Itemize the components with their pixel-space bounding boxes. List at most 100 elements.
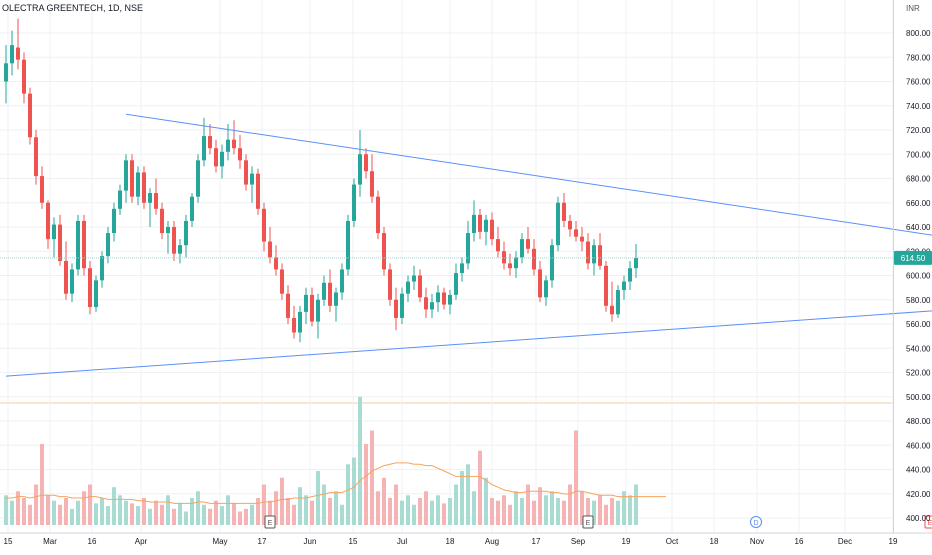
volume-bar (190, 498, 194, 525)
volume-bar (304, 495, 308, 525)
candle-body (64, 261, 68, 294)
time-tick-label: Jul (397, 537, 407, 546)
candle-body (484, 220, 488, 232)
candle-body (298, 312, 302, 333)
candle-body (628, 268, 632, 281)
time-tick-label: Aug (485, 537, 499, 546)
volume-bar (634, 485, 638, 526)
candle-body (76, 221, 80, 270)
candle-body (322, 283, 326, 300)
volume-bar (490, 498, 494, 525)
candle-body (460, 263, 464, 273)
volume-bar (502, 495, 506, 525)
volume-bar (610, 498, 614, 525)
candle-body (130, 160, 134, 196)
candle-body (124, 160, 128, 190)
candle-body (568, 221, 572, 229)
candle-body (478, 215, 482, 232)
volume-bar (166, 495, 170, 525)
time-tick-label: 15 (349, 537, 358, 546)
candle-body (310, 295, 314, 322)
volume-bar (226, 495, 230, 525)
candle-body (154, 193, 158, 209)
volume-bar (550, 491, 554, 525)
candle-body (490, 220, 494, 239)
candle-body (418, 276, 422, 298)
volume-bar (178, 503, 182, 525)
price-tick-label: 720.00 (906, 126, 931, 135)
volume-bar (112, 487, 116, 525)
candle-body (184, 221, 188, 245)
volume-bar (406, 495, 410, 525)
candle-body (352, 185, 356, 221)
candle-body (388, 269, 392, 299)
volume-bar (22, 498, 26, 525)
volume-bar (52, 501, 56, 525)
price-tick-label: 440.00 (906, 466, 931, 475)
volume-bar (538, 487, 542, 525)
price-tick-label: 500.00 (906, 393, 931, 402)
volume-bar (556, 498, 560, 525)
volume-bar (172, 509, 176, 525)
candle-body (334, 292, 338, 305)
candle-body (364, 154, 368, 171)
price-tick-label: 680.00 (906, 175, 931, 184)
candle-body (496, 239, 500, 251)
volume-bar (520, 498, 524, 525)
price-tick-label: 600.00 (906, 272, 931, 281)
candle-body (574, 229, 578, 236)
candle-body (412, 276, 416, 282)
volume-bar (58, 505, 62, 525)
volume-bar (214, 501, 218, 525)
price-tick-label: 740.00 (906, 102, 931, 111)
volume-bar (496, 501, 500, 525)
candle-body (538, 269, 542, 297)
price-tick-label: 520.00 (906, 369, 931, 378)
volume-bar (382, 478, 386, 525)
volume-bar (616, 501, 620, 525)
candle-body (94, 280, 98, 307)
time-tick-label: 16 (88, 537, 97, 546)
candle-body (250, 174, 254, 185)
candle-body (580, 237, 584, 242)
candle-body (622, 282, 626, 290)
volume-bar (568, 485, 572, 526)
volume-bar (418, 498, 422, 525)
volume-bar (352, 458, 356, 526)
volume-bar (202, 505, 206, 525)
volume-bar (124, 501, 128, 525)
volume-bar (466, 464, 470, 525)
candle-body (448, 295, 452, 305)
candle-body (586, 242, 590, 264)
candle-body (46, 203, 50, 239)
volume-bar (358, 397, 362, 525)
volume-bar (574, 431, 578, 526)
time-tick-label: 19 (622, 537, 631, 546)
candle-body (340, 269, 344, 292)
time-tick-label: 16 (795, 537, 804, 546)
volume-bar (388, 498, 392, 525)
symbol-title[interactable]: OLECTRA GREENTECH, 1D, NSE (2, 3, 143, 13)
candle-body (196, 160, 200, 196)
volume-bar (562, 501, 566, 525)
volume-bar (370, 431, 374, 526)
price-tick-label: 640.00 (906, 223, 931, 232)
candle-body (526, 239, 530, 249)
time-tick-label: 18 (710, 537, 719, 546)
price-tick-label: 700.00 (906, 150, 931, 159)
candle-body (520, 239, 524, 257)
time-tick-label: Oct (666, 537, 679, 546)
volume-bar (94, 503, 98, 525)
candle-body (40, 176, 44, 203)
volume-bar (448, 498, 452, 525)
candle-body (304, 295, 308, 312)
candle-body (502, 251, 506, 263)
volume-bar (346, 464, 350, 525)
candle-body (562, 203, 566, 221)
candle-body (4, 63, 8, 81)
volume-bar (208, 509, 212, 525)
volume-bar (322, 485, 326, 526)
volume-bar (400, 501, 404, 525)
